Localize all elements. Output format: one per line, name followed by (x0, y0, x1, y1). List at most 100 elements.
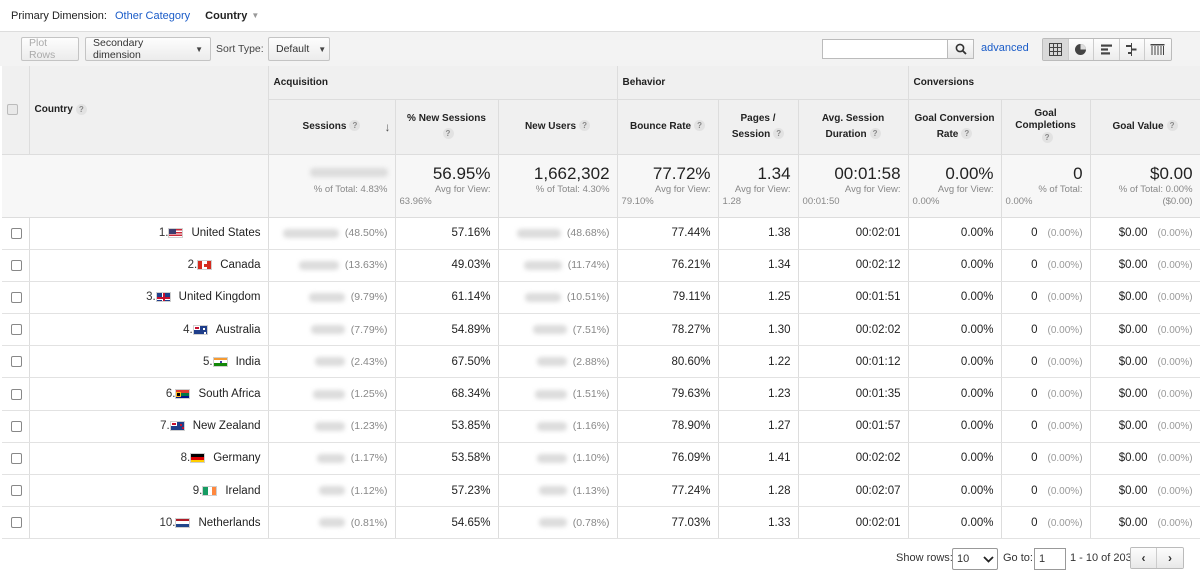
country-cell: 5. India (29, 345, 269, 379)
goal-completions-cell: 0 (0.00%) (1001, 474, 1091, 508)
country-column-header[interactable]: Country? (29, 66, 269, 155)
pages-header-label: Pages / (740, 112, 776, 124)
table-row[interactable]: 2. Canada (13.63%) 49.03% (11.74%) 76.21% 1.34… (2, 249, 1200, 282)
next-page-button[interactable]: › (1157, 548, 1183, 568)
redacted-value (536, 421, 567, 431)
country-name-link[interactable]: United States (191, 227, 261, 240)
avg-session-duration-column-header[interactable]: Avg. Session Duration? (798, 99, 909, 155)
row-checkbox[interactable] (10, 259, 22, 271)
goal-value-cell: $0.00 (0.00%) (1090, 249, 1200, 282)
country-name-link[interactable]: New Zealand (192, 420, 261, 433)
redacted-value (524, 292, 561, 302)
row-checkbox[interactable] (10, 388, 22, 400)
table-row[interactable]: 4. Australia (7.79%) 54.89% (7.51%) 78.27% 1.3… (2, 313, 1200, 347)
help-icon[interactable]: ? (442, 128, 454, 140)
goal-value-column-header[interactable]: Goal Value? (1090, 99, 1200, 155)
goal-completions-column-header[interactable]: Goal Completions? (1001, 99, 1091, 155)
help-icon[interactable]: ? (694, 120, 706, 132)
goal-completions-value: 0 (1031, 420, 1038, 433)
country-dimension-selector[interactable]: Country (205, 9, 248, 22)
show-rows-select[interactable]: 10 (952, 548, 998, 570)
row-checkbox[interactable] (10, 324, 22, 336)
sessions-column-header[interactable]: Sessions? ↓ (268, 99, 396, 155)
help-icon[interactable]: ? (579, 120, 591, 132)
select-all-checkbox[interactable] (7, 104, 18, 116)
row-checkbox-cell (2, 345, 30, 379)
goal-completions-cell: 0 (0.00%) (1001, 410, 1091, 443)
pages-session-column-header[interactable]: Pages / Session? (718, 99, 799, 155)
row-checkbox[interactable] (10, 291, 22, 303)
country-name-link[interactable]: Netherlands (198, 516, 261, 529)
row-checkbox[interactable] (10, 227, 22, 239)
comparison-view-button[interactable] (1119, 39, 1145, 60)
goal-completions-cell: 0 (0.00%) (1001, 281, 1091, 315)
help-icon[interactable]: ? (75, 104, 87, 116)
help-icon[interactable]: ? (1041, 132, 1053, 144)
country-name-link[interactable]: United Kingdom (178, 291, 261, 304)
country-name-link[interactable]: Australia (215, 323, 261, 336)
chevron-down-icon: ▼ (195, 44, 203, 54)
goal-conversion-rate-column-header[interactable]: Goal Conversion Rate? (908, 99, 1002, 155)
country-name-link[interactable]: Canada (220, 259, 261, 272)
search-button[interactable] (947, 39, 974, 59)
sessions-cell: (13.63%) (268, 249, 396, 282)
goal-header-label: Goal (1034, 108, 1057, 120)
table-row[interactable]: 10. Netherlands (0.81%) 54.65% (0.78%) 77.03%… (2, 506, 1200, 540)
country-name-link[interactable]: India (235, 355, 261, 368)
sort-type-dropdown[interactable]: Default ▼ (268, 37, 330, 61)
plot-rows-button[interactable]: Plot Rows (21, 37, 79, 61)
totals-new-sessions-avg: 63.96% (399, 195, 432, 207)
table-row[interactable]: 6. South Africa (1.25%) 68.34% (1.51%) 79.63%… (2, 377, 1200, 411)
goal-value-cell: $0.00 (0.00%) (1090, 345, 1200, 379)
table-row[interactable]: 8. Germany (1.17%) 53.58% (1.10%) 76.09% 1.41 0… (2, 442, 1200, 476)
goal-conversion-cell: 0.00% (908, 377, 1002, 411)
row-checkbox[interactable] (10, 485, 22, 497)
other-category-link[interactable]: Other Category (114, 9, 191, 22)
help-icon[interactable]: ? (961, 128, 973, 140)
pivot-table-icon (1150, 44, 1165, 55)
view-switcher (1042, 38, 1172, 61)
country-name-link[interactable]: Germany (213, 452, 261, 465)
previous-page-button[interactable]: ‹ (1131, 548, 1157, 568)
bounce-rate-cell: 78.27% (617, 313, 719, 347)
sessions-cell: (1.12%) (268, 474, 396, 508)
country-name-link[interactable]: South Africa (198, 388, 261, 401)
bar-view-button[interactable] (1094, 39, 1120, 60)
row-checkbox[interactable] (10, 420, 22, 432)
new-sessions-column-header[interactable]: % New Sessions? (395, 99, 499, 155)
new-users-column-header[interactable]: New Users? (498, 99, 618, 155)
secondary-dimension-dropdown[interactable]: Secondary dimension ▼ (85, 37, 211, 61)
sessions-cell: (1.25%) (268, 377, 396, 411)
row-checkbox[interactable] (10, 452, 22, 464)
row-checkbox[interactable] (10, 517, 22, 529)
goal-completions-cell: 0 (0.00%) (1001, 442, 1091, 476)
pivot-view-button[interactable] (1145, 39, 1171, 60)
goal-completions-value: 0 (1031, 291, 1038, 304)
completions-header-label: Completions (1015, 120, 1076, 132)
table-row[interactable]: 7. New Zealand (1.23%) 53.85% (1.16%) 78.90% 1… (2, 410, 1200, 443)
pie-view-button[interactable] (1068, 39, 1094, 60)
caret-down-icon[interactable]: ▼ (251, 11, 260, 20)
goal-completions-value: 0 (1031, 452, 1038, 465)
totals-goal-value: $0.00 (1150, 163, 1193, 183)
table-row[interactable]: 9. Ireland (1.12%) 57.23% (1.13%) 77.24% 1.28 0… (2, 474, 1200, 508)
help-icon[interactable]: ? (1166, 120, 1178, 132)
help-icon[interactable]: ? (869, 128, 881, 140)
redacted-value (538, 518, 567, 528)
table-row[interactable]: 3. United Kingdom (9.79%) 61.14% (10.51%) 79.… (2, 281, 1200, 315)
avg-duration-cell: 00:02:02 (798, 313, 909, 347)
table-view-button[interactable] (1043, 39, 1069, 60)
totals-pages: 1.34 (757, 163, 791, 183)
goto-page-input[interactable]: 1 (1034, 548, 1066, 570)
advanced-filter-link[interactable]: advanced (981, 42, 1029, 54)
table-row[interactable]: 1. United States (48.50%) 57.16% (48.68%) 77.… (2, 217, 1200, 250)
table-search-input[interactable] (822, 39, 948, 59)
help-icon[interactable]: ? (773, 128, 785, 140)
country-header-label: Country (34, 104, 73, 116)
goto-label: Go to: (1003, 552, 1033, 564)
help-icon[interactable]: ? (349, 120, 361, 132)
table-row[interactable]: 5. India (2.43%) 67.50% (2.88%) 80.60% 1.22 00:… (2, 345, 1200, 379)
row-checkbox[interactable] (10, 356, 22, 368)
bounce-rate-column-header[interactable]: Bounce Rate? (617, 99, 719, 155)
country-name-link[interactable]: Ireland (225, 484, 261, 497)
